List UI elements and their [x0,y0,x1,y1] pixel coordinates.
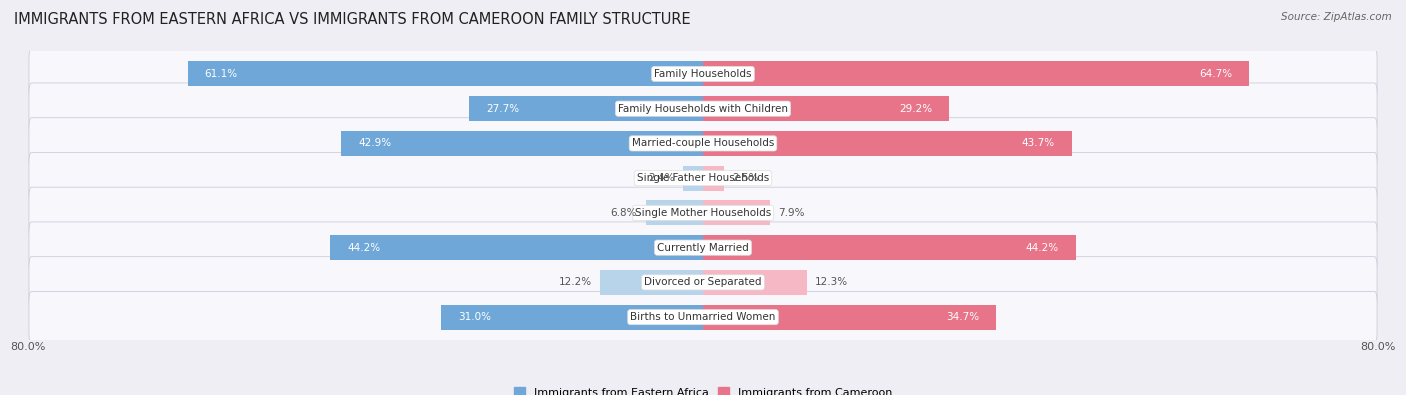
Text: Divorced or Separated: Divorced or Separated [644,277,762,288]
Bar [703,235,1076,260]
Text: Source: ZipAtlas.com: Source: ZipAtlas.com [1281,12,1392,22]
Text: 61.1%: 61.1% [204,69,238,79]
Text: Births to Unmarried Women: Births to Unmarried Women [630,312,776,322]
FancyBboxPatch shape [30,48,1376,100]
FancyBboxPatch shape [30,292,1376,343]
FancyBboxPatch shape [30,257,1376,308]
Text: 27.7%: 27.7% [486,103,519,114]
Text: Currently Married: Currently Married [657,243,749,253]
Text: 12.3%: 12.3% [815,277,848,288]
FancyBboxPatch shape [30,118,1376,169]
Text: 29.2%: 29.2% [900,103,932,114]
Text: 2.4%: 2.4% [648,173,675,183]
Text: IMMIGRANTS FROM EASTERN AFRICA VS IMMIGRANTS FROM CAMEROON FAMILY STRUCTURE: IMMIGRANTS FROM EASTERN AFRICA VS IMMIGR… [14,12,690,27]
Bar [330,235,703,260]
Bar [683,166,703,191]
FancyBboxPatch shape [30,152,1376,204]
FancyBboxPatch shape [30,222,1376,273]
Text: 6.8%: 6.8% [610,208,637,218]
Bar [703,200,769,226]
Text: 43.7%: 43.7% [1022,138,1054,149]
Legend: Immigrants from Eastern Africa, Immigrants from Cameroon: Immigrants from Eastern Africa, Immigran… [515,387,891,395]
Text: 34.7%: 34.7% [946,312,979,322]
FancyBboxPatch shape [30,187,1376,239]
FancyBboxPatch shape [30,83,1376,134]
Text: Married-couple Households: Married-couple Households [631,138,775,149]
Text: 42.9%: 42.9% [359,138,391,149]
Bar [703,305,995,329]
Bar [703,166,724,191]
Text: 7.9%: 7.9% [778,208,804,218]
Bar [342,131,703,156]
Text: Single Father Households: Single Father Households [637,173,769,183]
Bar [470,96,703,121]
Text: 44.2%: 44.2% [347,243,380,253]
Bar [703,131,1071,156]
Text: 44.2%: 44.2% [1026,243,1059,253]
Bar [703,270,807,295]
Text: 64.7%: 64.7% [1199,69,1232,79]
Text: 2.5%: 2.5% [733,173,759,183]
Bar [441,305,703,329]
Bar [703,96,949,121]
Text: 31.0%: 31.0% [458,312,491,322]
Bar [600,270,703,295]
Text: Family Households with Children: Family Households with Children [619,103,787,114]
Text: Family Households: Family Households [654,69,752,79]
Text: 12.2%: 12.2% [558,277,592,288]
Text: Single Mother Households: Single Mother Households [636,208,770,218]
Bar [187,62,703,87]
Bar [703,62,1249,87]
Bar [645,200,703,226]
